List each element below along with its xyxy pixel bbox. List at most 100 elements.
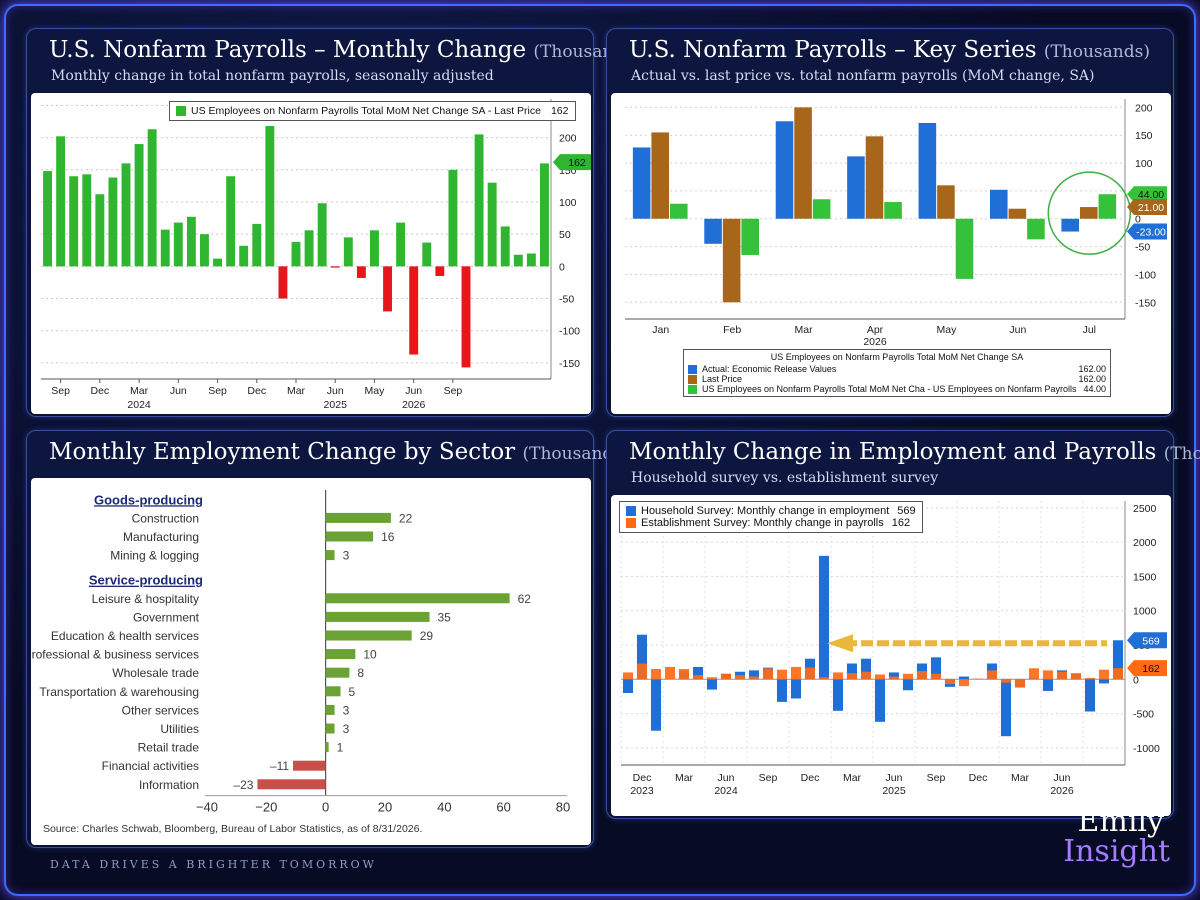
x-year-label: 2026 xyxy=(402,399,426,411)
establishment-bar xyxy=(846,673,858,680)
x-tick-label: Jul xyxy=(1083,324,1096,336)
legend-label: Actual: Economic Release Values xyxy=(702,364,837,374)
value-label: 1 xyxy=(337,741,344,755)
y-tick-label: -1000 xyxy=(1133,743,1160,755)
establishment-bar xyxy=(678,669,690,680)
legend-label: Establishment Survey: Monthly change in … xyxy=(641,517,884,529)
establishment-bar xyxy=(1070,673,1082,680)
x-tick-label: Mar xyxy=(675,772,694,784)
bar xyxy=(325,630,412,641)
y-tick-label: 100 xyxy=(1135,158,1153,170)
bar xyxy=(1027,218,1045,240)
x-tick-label: Mar xyxy=(843,772,862,784)
last-value-tag-label: 162 xyxy=(1142,663,1160,675)
x-tick-label: Jun xyxy=(170,385,187,397)
x-tick-label: −20 xyxy=(255,800,277,815)
panel-household-vs-establishment: Monthly Change in Employment and Payroll… xyxy=(606,430,1200,819)
bar xyxy=(325,593,510,604)
x-tick-label: Dec xyxy=(247,385,266,397)
last-value-tag-label: 21.00 xyxy=(1138,202,1164,214)
x-tick-label: Jun xyxy=(718,772,735,784)
legend: Household Survey: Monthly change in empl… xyxy=(619,501,923,533)
legend-value: 162.00 xyxy=(1078,374,1106,384)
category-label: Wholesale trade xyxy=(112,666,199,680)
last-value-tag xyxy=(1127,186,1167,203)
legend-label: Household Survey: Monthly change in empl… xyxy=(641,505,890,517)
bar xyxy=(632,147,651,219)
household-bar xyxy=(622,679,634,693)
highlight-circle xyxy=(1047,171,1132,255)
value-label: 10 xyxy=(363,648,377,662)
chart-nonfarm-monthly-change: 250200150100500-50-100-150SepDecMarJunSe… xyxy=(41,99,591,411)
legend-row-last-price: Last Price 162.00 xyxy=(688,374,1106,384)
chart-area: 250200150100500-50-100-150SepDecMarJunSe… xyxy=(31,93,591,414)
group-header: Goods-producing xyxy=(94,492,203,507)
category-label: Transportation & warehousing xyxy=(39,685,199,699)
establishment-bar xyxy=(874,674,886,680)
bar xyxy=(865,136,884,219)
bar xyxy=(356,266,366,278)
last-value-tag xyxy=(1127,660,1167,677)
bar xyxy=(257,779,326,790)
category-label: Utilities xyxy=(160,722,199,736)
bar xyxy=(487,182,497,267)
y-tick-label: -50 xyxy=(559,294,574,306)
bar xyxy=(226,176,236,267)
last-value-tag xyxy=(1127,632,1167,649)
y-tick-label: 0 xyxy=(1135,214,1141,226)
x-tick-label: Mar xyxy=(130,385,149,397)
x-tick-label: Dec xyxy=(969,772,988,784)
value-label: 35 xyxy=(438,610,452,624)
last-value-tag-label: 569 xyxy=(1142,635,1160,647)
establishment-bar xyxy=(1098,669,1110,680)
x-tick-label: Mar xyxy=(795,324,814,336)
establishment-bar xyxy=(888,676,900,680)
footer-tagline: DATA DRIVES A BRIGHTER TOMORROW xyxy=(50,858,377,871)
last-value-tag xyxy=(1127,199,1167,216)
bar xyxy=(383,266,392,312)
panel-nonfarm-key-series: U.S. Nonfarm Payrolls – Key Series (Thou… xyxy=(606,28,1174,417)
y-tick-label: -100 xyxy=(559,326,580,338)
category-label: Information xyxy=(139,778,199,792)
establishment-bar xyxy=(944,679,956,685)
bar xyxy=(775,121,794,219)
x-year-label: 2023 xyxy=(630,785,654,797)
household-bar xyxy=(706,679,718,690)
y-tick-label: 1500 xyxy=(1133,571,1157,583)
value-label: 3 xyxy=(343,549,350,563)
arrow-head xyxy=(827,634,853,653)
bar xyxy=(147,129,157,267)
establishment-bar xyxy=(664,666,676,680)
x-tick-label: Sep xyxy=(759,772,778,784)
establishment-bar xyxy=(692,675,704,680)
category-label: Financial activities xyxy=(102,759,199,773)
y-tick-label: 150 xyxy=(1135,130,1153,142)
bar xyxy=(325,686,341,697)
legend-label: Last Price xyxy=(702,374,743,384)
category-label: Manufacturing xyxy=(123,530,199,544)
legend-row-actual: Actual: Economic Release Values 162.00 xyxy=(688,364,1106,374)
bar xyxy=(1098,194,1117,219)
x-tick-label: Mar xyxy=(287,385,306,397)
bar xyxy=(500,226,510,267)
bar xyxy=(56,136,66,267)
bar xyxy=(990,189,1008,219)
household-bar xyxy=(1084,679,1096,712)
x-year-label: 2026 xyxy=(1050,785,1074,797)
bar xyxy=(651,132,669,219)
category-label: Other services xyxy=(122,703,199,717)
bar xyxy=(794,107,812,219)
establishment-bar xyxy=(636,663,648,680)
bar xyxy=(325,531,374,542)
establishment-bar xyxy=(902,673,914,680)
establishment-bar xyxy=(832,672,844,680)
establishment-bar xyxy=(720,673,732,680)
title-unit: (Thousands) xyxy=(1043,42,1150,62)
household-bar xyxy=(818,555,830,680)
legend: US Employees on Nonfarm Payrolls Total M… xyxy=(169,101,576,121)
x-tick-label: Sep xyxy=(927,772,946,784)
panel-title: Monthly Change in Employment and Payroll… xyxy=(629,439,1200,465)
establishment-bar xyxy=(706,677,718,680)
x-tick-label: Jun xyxy=(1054,772,1071,784)
establishment-bar xyxy=(762,668,774,680)
